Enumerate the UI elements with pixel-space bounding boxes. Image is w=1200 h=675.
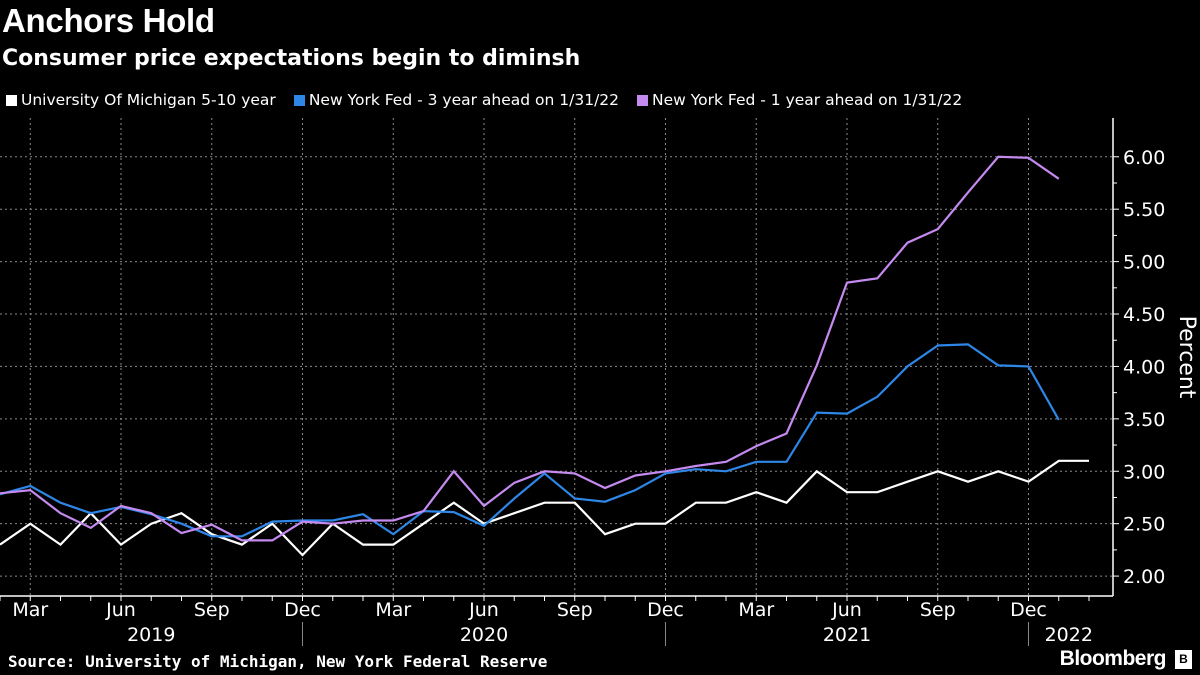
legend-swatch (6, 94, 17, 106)
x-tick-label: Mar (375, 599, 411, 621)
y-axis-label: Percent (1174, 316, 1199, 399)
legend-swatch (293, 94, 305, 106)
y-tick-label: 2.00 (1123, 566, 1165, 588)
legend-item-michigan: University Of Michigan 5-10 year (6, 91, 276, 109)
y-tick-label: 3.50 (1123, 409, 1165, 431)
y-tick-label: 2.50 (1123, 514, 1165, 536)
series-line-0 (0, 459, 1089, 557)
legend-swatch (637, 94, 649, 106)
year-label: 2019 (127, 624, 175, 646)
year-label: 2022 (1045, 624, 1093, 646)
y-tick-label: 4.50 (1123, 304, 1165, 326)
legend-item-nyfed-1yr: New York Fed - 1 year ahead on 1/31/22 (637, 91, 962, 109)
x-tick-label: Dec (284, 599, 321, 621)
bloomberg-logo: Bloomberg (1059, 647, 1167, 670)
x-tick-label: Jun (105, 599, 136, 621)
x-tick-label: Sep (557, 599, 593, 621)
bloomberg-logo-icon: B (1175, 650, 1192, 669)
x-tick-label: Sep (194, 599, 230, 621)
legend-label: University Of Michigan 5-10 year (21, 91, 276, 109)
y-tick-label: 4.00 (1123, 356, 1165, 378)
x-tick-label: Dec (647, 599, 684, 621)
legend: University Of Michigan 5-10 year New Yor… (6, 91, 962, 109)
source-note: Source: University of Michigan, New York… (8, 652, 548, 671)
legend-item-nyfed-3yr: New York Fed - 3 year ahead on 1/31/22 (293, 91, 620, 109)
y-tick-label: 6.00 (1123, 147, 1165, 169)
x-tick-label: Jun (468, 599, 499, 621)
year-label: 2020 (460, 624, 508, 646)
x-tick-label: Mar (12, 599, 48, 621)
x-tick-label: Sep (920, 599, 956, 621)
x-tick-label: Jun (831, 599, 862, 621)
chart-title: Anchors Hold (2, 2, 215, 39)
y-tick-label: 5.00 (1123, 252, 1165, 274)
year-label: 2021 (823, 624, 871, 646)
legend-label: New York Fed - 1 year ahead on 1/31/22 (652, 91, 963, 109)
series-line-1 (0, 343, 1060, 538)
chart-subtitle: Consumer price expectations begin to dim… (2, 46, 581, 71)
series-line-2 (0, 155, 1060, 542)
x-tick-label: Mar (738, 599, 774, 621)
x-tick-label: Dec (1010, 599, 1047, 621)
legend-label: New York Fed - 3 year ahead on 1/31/22 (308, 91, 620, 109)
y-tick-label: 3.00 (1123, 461, 1165, 483)
y-tick-label: 5.50 (1123, 199, 1165, 221)
